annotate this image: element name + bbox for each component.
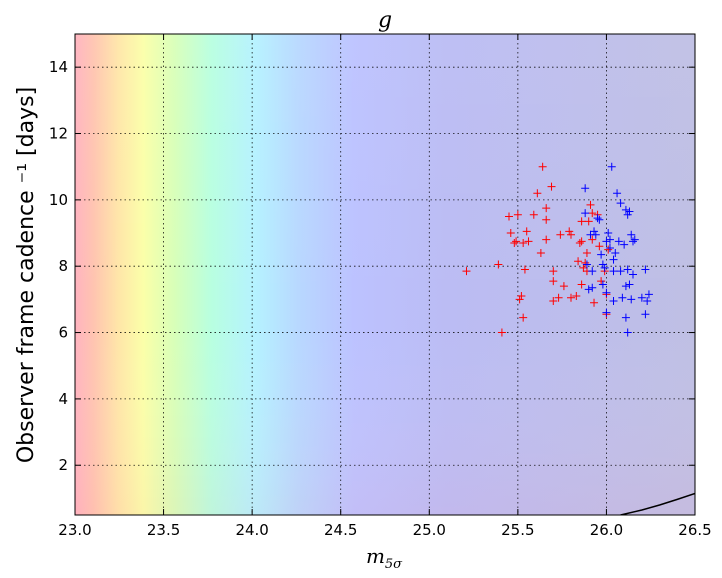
chart-title: g: [378, 8, 392, 33]
y-tick-label: 4: [58, 390, 68, 408]
y-tick-label: 8: [58, 257, 68, 275]
x-axis-title-base: m: [366, 544, 385, 568]
y-tick-label: 2: [58, 456, 68, 474]
x-tick-label: 23.0: [58, 521, 91, 539]
x-tick-label: 23.5: [147, 521, 180, 539]
x-tick-label: 25.5: [501, 521, 534, 539]
y-tick-label: 12: [49, 125, 68, 143]
y-axis-title: Observer frame cadence ⁻¹ [days]: [14, 87, 39, 463]
y-tick-label: 6: [58, 324, 68, 342]
x-tick-label: 26.5: [678, 521, 711, 539]
y-tick-label: 10: [49, 191, 68, 209]
x-axis-title-sub: 5σ: [385, 557, 403, 572]
plot-area: [75, 34, 695, 515]
heatmap-shade: [75, 34, 695, 515]
x-tick-label: 26.0: [590, 521, 623, 539]
x-axis-title: m5σ: [366, 544, 403, 572]
x-tick-label: 24.5: [324, 521, 357, 539]
x-tick-label: 24.0: [235, 521, 268, 539]
y-tick-label: 14: [49, 58, 68, 76]
x-tick-label: 25.0: [413, 521, 446, 539]
